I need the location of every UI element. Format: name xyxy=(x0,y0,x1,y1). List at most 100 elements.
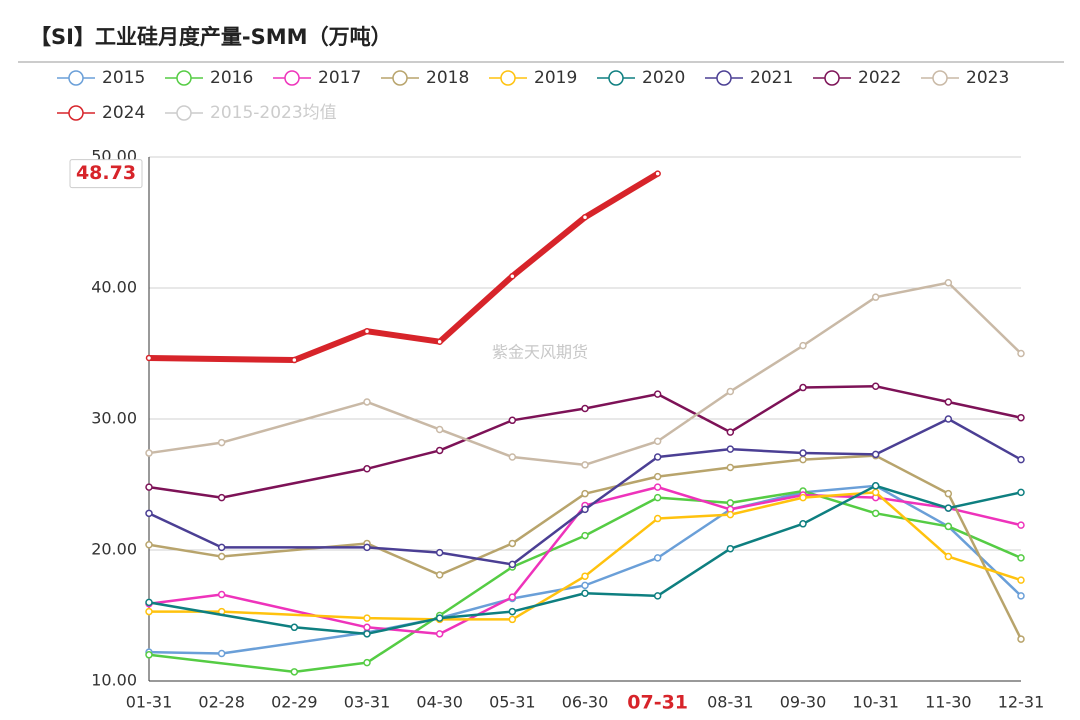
legend-marker xyxy=(68,105,84,121)
data-point xyxy=(654,170,661,177)
data-point xyxy=(145,354,153,362)
data-point xyxy=(726,445,735,453)
data-point xyxy=(944,489,953,498)
legend-marker xyxy=(608,70,624,86)
data-point xyxy=(1017,576,1025,584)
data-point xyxy=(508,453,517,461)
y-tick-label: 10.00 xyxy=(91,671,137,690)
data-point xyxy=(799,449,807,457)
legend-marker xyxy=(284,70,300,86)
data-point xyxy=(1017,635,1025,643)
data-point xyxy=(726,387,735,396)
series-line xyxy=(148,485,1022,636)
data-point xyxy=(435,571,444,579)
data-point xyxy=(363,658,371,667)
data-point xyxy=(653,390,662,398)
legend-item: 2024 xyxy=(57,103,145,123)
series-line xyxy=(148,454,1023,640)
legend-label: 2019 xyxy=(534,68,577,88)
series-line xyxy=(148,385,1022,499)
legend-label: 2017 xyxy=(318,68,361,88)
data-point xyxy=(217,552,226,561)
data-point xyxy=(363,630,371,638)
highlight-box xyxy=(617,687,698,719)
legend-marker xyxy=(68,70,84,86)
series-line xyxy=(148,171,660,364)
data-point xyxy=(799,341,807,350)
data-point xyxy=(653,472,662,481)
data-point xyxy=(581,589,589,597)
data-point xyxy=(217,438,226,447)
y-tick-label: 20.00 xyxy=(91,540,137,559)
legend-item: 2016 xyxy=(165,68,253,88)
data-point xyxy=(581,404,589,413)
data-point xyxy=(435,614,444,622)
data-point xyxy=(290,668,299,676)
data-point xyxy=(871,293,880,301)
data-point xyxy=(799,493,807,502)
data-point xyxy=(653,453,662,461)
x-tick-label: 02-29 xyxy=(271,693,318,712)
series-line xyxy=(148,489,1022,674)
data-point xyxy=(726,499,735,507)
x-tick-label: 01-31 xyxy=(126,693,173,712)
series-line xyxy=(148,484,1022,636)
data-point xyxy=(508,615,517,624)
data-point xyxy=(145,483,153,491)
legend-marker xyxy=(176,70,192,86)
data-point xyxy=(145,509,153,518)
data-point xyxy=(217,543,226,552)
data-point xyxy=(581,531,589,540)
data-point xyxy=(290,623,299,632)
x-tick-label: 11-30 xyxy=(925,693,972,712)
data-point xyxy=(653,514,662,523)
legend-item: 2015-2023均值 xyxy=(165,103,337,123)
data-point xyxy=(363,543,371,552)
data-point xyxy=(581,581,589,590)
data-point xyxy=(581,505,589,514)
data-point xyxy=(145,541,153,549)
data-point xyxy=(1017,413,1025,422)
y-tick-label: 30.00 xyxy=(91,409,137,428)
data-point xyxy=(653,592,662,600)
data-point xyxy=(871,382,880,390)
x-tick-label: 10-31 xyxy=(852,693,899,712)
legend-item: 2017 xyxy=(273,68,361,88)
data-point xyxy=(799,520,807,528)
data-point xyxy=(871,482,880,490)
data-point xyxy=(363,465,371,473)
legend-item: 2015 xyxy=(57,68,145,88)
data-point xyxy=(145,607,153,616)
data-point xyxy=(944,522,953,531)
legend-label: 2023 xyxy=(966,68,1009,88)
legend-item: 2018 xyxy=(381,68,469,88)
data-point xyxy=(653,554,662,562)
data-point xyxy=(508,560,517,569)
x-tick-label: 04-30 xyxy=(416,693,463,712)
data-point xyxy=(435,446,444,455)
data-point xyxy=(363,623,371,632)
legend-item: 2020 xyxy=(597,68,685,88)
series-line xyxy=(149,491,1022,621)
pointer-box xyxy=(69,159,143,189)
data-point xyxy=(217,590,226,599)
legend-label: 2018 xyxy=(426,68,469,88)
data-point xyxy=(653,437,662,446)
data-point xyxy=(1017,554,1025,562)
data-point xyxy=(944,415,953,423)
legend-item: 2019 xyxy=(489,68,577,88)
data-point xyxy=(217,493,226,502)
data-point xyxy=(581,461,589,469)
data-point xyxy=(508,593,517,601)
data-point xyxy=(1017,455,1025,464)
data-point xyxy=(436,338,443,345)
legend-label: 2022 xyxy=(858,68,901,88)
x-tick-label: 08-31 xyxy=(707,693,754,712)
legend-marker xyxy=(176,105,192,121)
legend-label: 2015-2023均值 xyxy=(210,103,337,123)
data-point xyxy=(1017,349,1025,358)
chart-title: 【SI】工业硅月度产量-SMM（万吨） xyxy=(30,25,392,49)
legend-marker xyxy=(716,70,732,86)
legend-item: 2022 xyxy=(813,68,901,88)
